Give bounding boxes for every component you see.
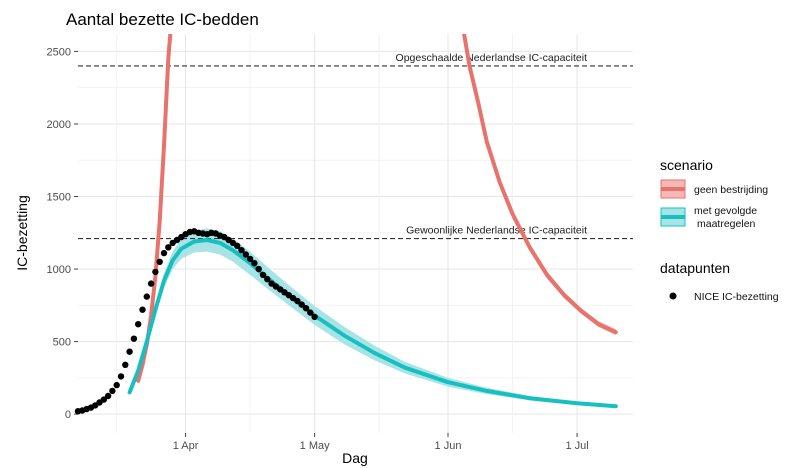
plot-panel	[78, 34, 633, 433]
y-tick-label: 2000	[47, 119, 71, 131]
legend-item-nice-ic-bezetting: NICE IC-bezetting	[669, 291, 779, 303]
nice-data-point	[143, 293, 150, 300]
nice-data-point	[255, 265, 262, 273]
nice-data-point	[135, 321, 142, 328]
x-tick-label: 1 Apr	[173, 440, 199, 452]
y-axis-title: IC-bezetting	[14, 195, 30, 270]
nice-data-point	[130, 335, 138, 342]
legend-label-met-gevolgde: met gevolgde	[694, 205, 757, 217]
scenario-lines	[127, 34, 618, 409]
nice-data-point	[117, 373, 125, 380]
x-tick-label: 1 Jul	[565, 440, 588, 452]
reference-label: Gewoonlijke Nederlandse IC-capaciteit	[406, 225, 587, 237]
nice-data-point	[264, 276, 271, 283]
nice-data-point	[109, 387, 116, 395]
nice-data-point	[147, 280, 155, 287]
legend-points-title: datapunten	[660, 260, 730, 276]
nice-data-point	[259, 271, 267, 279]
scenario-line	[462, 34, 618, 335]
nice-data-point	[104, 392, 112, 400]
reference-lines: Opgeschaalde Nederlandse IC-capaciteit Ge…	[78, 52, 633, 240]
nice-data-point	[113, 381, 120, 389]
scenario-line	[127, 238, 618, 409]
nice-data-point	[242, 251, 249, 258]
nice-data-point	[122, 361, 129, 368]
y-axis-ticks: 0 500 1000 1500 2000 2500	[47, 46, 78, 421]
nice-data-point	[302, 305, 310, 312]
legend-label-geen-bestrijding: geen bestrijding	[694, 184, 768, 196]
legend-scenario-title: scenario	[660, 157, 713, 173]
reference-label: Opgeschaalde Nederlandse IC-capaciteit	[396, 52, 588, 64]
y-tick-label: 1500	[47, 192, 71, 204]
legend-label-nice-ic-bezetting: NICE IC-bezetting	[694, 291, 779, 303]
x-axis-ticks: 1 Apr 1 May 1 Jun 1 Jul	[173, 433, 589, 452]
y-tick-label: 1000	[47, 264, 71, 276]
legend: scenario geen bestrijding met gevolgde m…	[660, 157, 779, 303]
y-tick-label: 500	[53, 337, 71, 349]
ci-bands	[129, 34, 616, 408]
x-tick-label: 1 Jun	[435, 440, 462, 452]
nice-data-point	[139, 306, 146, 313]
nice-data-point	[165, 244, 172, 251]
legend-item-geen-bestrijding: geen bestrijding	[660, 179, 768, 199]
ci-band	[129, 228, 616, 408]
x-axis-title: Dag	[342, 450, 368, 466]
nice-data-point	[152, 268, 159, 276]
y-tick-label: 2500	[47, 46, 71, 58]
legend-item-met-gevolgde-maatregelen: met gevolgde maatregelen	[660, 205, 757, 230]
nice-data-point	[156, 258, 163, 265]
nice-data-point	[311, 313, 318, 321]
grid-lines	[78, 34, 633, 433]
nice-data-point	[100, 396, 108, 403]
chart-title: Aantal bezette IC-bedden	[66, 10, 259, 29]
nice-data-point	[234, 242, 241, 249]
nice-data-point	[246, 255, 254, 263]
nice-data-point	[238, 247, 245, 254]
x-tick-label: 1 May	[300, 440, 330, 452]
legend-key-nice-point	[669, 292, 677, 300]
y-tick-label: 0	[65, 409, 71, 421]
nice-data-point	[251, 260, 258, 267]
nice-data-point	[160, 249, 168, 257]
nice-data-point	[307, 309, 314, 316]
nice-data-point	[126, 348, 133, 355]
nice-data-point	[298, 301, 305, 308]
nice-data-points	[74, 228, 318, 415]
nice-data-point	[294, 297, 301, 305]
legend-label-maatregelen: maatregelen	[697, 218, 756, 230]
